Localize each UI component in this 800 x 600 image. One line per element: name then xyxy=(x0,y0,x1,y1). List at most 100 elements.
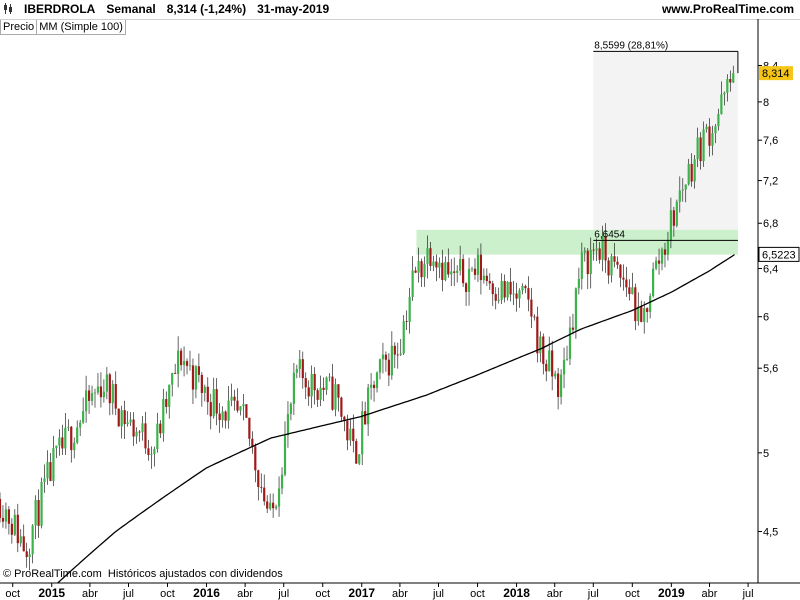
candle-body xyxy=(304,378,307,388)
candle-body xyxy=(447,262,450,275)
candle-body xyxy=(239,406,242,411)
y-tick-label: 5,6 xyxy=(763,363,778,375)
candle-body xyxy=(263,487,266,502)
candle-body xyxy=(280,474,284,489)
candle-body xyxy=(675,201,678,226)
candle-body xyxy=(182,361,186,366)
candle-body xyxy=(557,373,560,397)
candle-body xyxy=(188,365,192,367)
candle-body xyxy=(669,210,673,241)
candle-body xyxy=(571,327,575,330)
last-price-label: 8,314 xyxy=(762,68,790,80)
candle-body xyxy=(503,281,506,298)
candle-body xyxy=(640,306,643,322)
candle-body xyxy=(589,249,592,275)
candle-body xyxy=(515,293,518,299)
candle-body xyxy=(295,369,298,373)
candle-body xyxy=(690,163,693,182)
candle-body xyxy=(340,397,343,417)
candle-body xyxy=(325,377,328,390)
candle-body xyxy=(79,422,82,428)
candle-body xyxy=(568,327,572,359)
candle-body xyxy=(554,373,557,377)
candle-body xyxy=(577,278,580,289)
candle-body xyxy=(272,502,275,509)
symbol-name: IBERDROLA xyxy=(24,2,96,16)
x-tick-label: jul xyxy=(122,588,134,600)
candle-body xyxy=(693,159,696,182)
candle-body xyxy=(367,387,370,425)
last-price-tag xyxy=(759,66,793,81)
candle-body xyxy=(203,386,206,394)
candle-body xyxy=(168,384,171,407)
candle-body xyxy=(236,400,239,411)
candle-body xyxy=(678,190,681,202)
candle-body xyxy=(141,423,144,433)
indicator-legend: Precio MM (Simple 100) xyxy=(0,20,126,35)
candle-body xyxy=(411,270,414,297)
candle-body xyxy=(429,248,432,267)
candle-body xyxy=(84,390,88,412)
x-tick-label: abr xyxy=(547,588,563,600)
candle-body xyxy=(485,275,488,282)
candle-body xyxy=(390,345,393,376)
candle-body xyxy=(565,358,569,360)
candle-body xyxy=(331,376,334,410)
candle-body xyxy=(551,350,554,377)
candle-body xyxy=(111,384,114,404)
site-link[interactable]: www.ProRealTime.com xyxy=(661,2,794,16)
candle-body xyxy=(604,236,607,261)
candle-body xyxy=(536,316,539,354)
candle-body xyxy=(147,448,150,455)
candle-body xyxy=(720,94,723,114)
candle-body xyxy=(64,427,67,449)
candle-body xyxy=(334,384,337,410)
candle-body xyxy=(616,261,619,265)
candle-body xyxy=(414,270,417,273)
candle-body xyxy=(135,431,138,437)
moving-average-tag xyxy=(758,246,800,262)
y-tick-label: 6 xyxy=(763,312,769,324)
resistance-zone xyxy=(416,229,738,255)
candle-body xyxy=(654,260,658,269)
candlestick-series xyxy=(0,65,735,571)
candle-body xyxy=(464,283,468,292)
candle-body xyxy=(313,373,316,391)
candle-body xyxy=(462,259,465,284)
x-tick-label: jul xyxy=(742,588,754,600)
candle-body xyxy=(37,500,40,526)
candle-body xyxy=(479,254,483,281)
candle-body xyxy=(269,502,272,509)
candle-body xyxy=(432,261,435,267)
candle-body xyxy=(328,376,331,378)
candle-body xyxy=(159,423,162,434)
candle-body xyxy=(646,308,649,312)
measure-high-label: 8,5599 (28,81%) xyxy=(594,40,668,51)
candle-body xyxy=(322,387,325,390)
candle-body xyxy=(482,275,485,281)
candle-body xyxy=(58,437,61,446)
candle-body xyxy=(361,411,364,455)
candle-body xyxy=(49,462,52,481)
legend-moving-average[interactable]: MM (Simple 100) xyxy=(36,20,126,35)
candle-body xyxy=(316,390,319,400)
candle-body xyxy=(93,392,97,394)
candle-body xyxy=(423,263,426,278)
candle-body xyxy=(467,268,471,292)
candle-body xyxy=(99,386,103,398)
candle-body xyxy=(384,354,388,360)
x-tick-label: abr xyxy=(702,588,718,600)
candle-body xyxy=(381,354,385,360)
candle-body xyxy=(672,210,675,226)
candle-body xyxy=(349,428,352,441)
candle-body xyxy=(337,384,340,398)
x-tick-label: oct xyxy=(5,588,20,600)
candle-body xyxy=(96,386,100,393)
candle-body xyxy=(450,271,453,275)
candle-body xyxy=(343,416,346,421)
window-menu-icon[interactable] xyxy=(4,3,13,14)
candle-body xyxy=(16,514,19,544)
candle-body xyxy=(260,487,263,488)
candle-body xyxy=(31,525,34,555)
